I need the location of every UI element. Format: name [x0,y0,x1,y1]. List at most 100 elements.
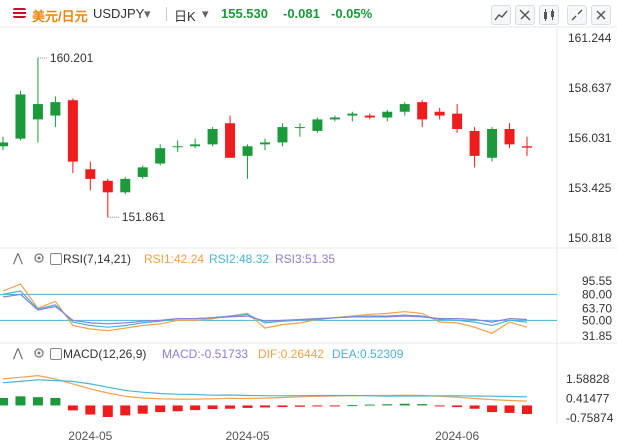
candle-body [155,148,166,164]
period-selector[interactable]: 日K [174,9,196,24]
macd-bar [504,405,515,413]
rsi-name: RSI(7,14,21) [63,252,132,266]
symbol-label: USDJPY [93,6,145,21]
macd-bar [487,405,498,413]
rsi1-value: RSI1:42.24 [144,252,205,266]
candle-body [434,111,445,116]
rsi-tick-label: 95.55 [582,274,612,288]
macd-tick-label: 0.41477 [566,392,610,406]
price-change: -0.081 [283,6,320,21]
rsi-toggle-checkbox[interactable] [50,253,62,265]
candle-body [15,94,26,139]
price-change-pct: -0.05% [331,6,373,21]
macd-bar [50,397,61,406]
current-price: 155.530 [221,6,268,21]
macd-bar [120,405,131,416]
collapse-rsi-icon[interactable]: ⋀ [13,251,23,265]
macd-bar [260,405,270,408]
candle-body [312,119,323,131]
bar-chart-button[interactable] [515,5,535,25]
macd-bar [137,405,148,414]
divider [166,7,167,21]
x-tick-label: 2024-06 [435,429,479,443]
chart-header: 美元/日元 USDJPY ▾ 日K ▾ 155.530 -0.081 -0.05… [0,0,617,27]
line-chart-button[interactable] [491,5,511,25]
macd-bar [364,404,375,406]
macd-bar [15,396,26,406]
rsi3-value: RSI3:51.35 [275,252,336,266]
macd-tick-label: 1.58828 [566,372,610,386]
collapse-icon [571,9,583,21]
macd-bar [32,397,43,406]
candlestick-button[interactable] [539,5,559,25]
low-annotation: 151.861 [122,210,166,224]
candle-body [329,117,340,120]
y-tick-label: 156.031 [568,131,612,145]
dropdown-icon[interactable]: ▾ [144,6,151,21]
period-dropdown-icon[interactable]: ▾ [202,6,209,21]
candle-body [260,142,270,145]
candle-body [399,104,410,112]
macd-bar [382,404,393,406]
rsi-tick-label: 50.00 [582,313,612,327]
candle-body [172,146,183,148]
rsi-line [2,293,528,325]
candle-body [347,113,358,116]
macd-bar [172,405,183,412]
macd-value: MACD:-0.51733 [162,347,249,361]
candle-body [190,144,201,147]
macd-bar [347,405,358,407]
us-flag-icon [13,8,26,18]
candle-body [522,146,532,148]
candle-body [50,102,61,116]
candle-body [137,167,148,177]
macd-bar [329,405,340,407]
candle-body [294,127,305,129]
macd-bar [434,405,445,407]
candle-body [85,169,96,179]
macd-bar [102,405,113,418]
line-chart-icon [494,10,508,21]
macd-toggle-checkbox[interactable] [50,348,62,360]
macd-legend: ⋀ MACD(12,26,9) MACD:-0.51733 DIF:0.2644… [0,346,617,363]
macd-bar [294,405,305,407]
close-icon [596,10,606,20]
candle-body [102,180,113,193]
rsi-tick-label: 31.85 [582,329,612,343]
y-tick-label: 158.637 [568,81,612,95]
macd-bar [522,405,532,415]
candle-body [417,102,428,120]
candle-body [277,127,288,143]
y-tick-label: 161.244 [568,31,612,45]
macd-bar [417,404,428,406]
macd-tick-label: -0.75874 [566,411,614,425]
macd-bar [452,405,463,408]
candle-body [67,100,78,162]
x-tick-label: 2024-05 [226,429,270,443]
candle-body [242,146,253,156]
settings-icon[interactable] [33,347,45,359]
macd-bar [85,405,96,415]
collapse-button[interactable] [567,5,587,25]
macd-bar [0,397,8,406]
macd-bar [242,405,253,408]
macd-line [2,379,528,398]
settings-icon[interactable] [33,252,45,264]
collapse-macd-icon[interactable]: ⋀ [13,346,23,360]
rsi-line [2,283,528,334]
candle-body [0,142,8,147]
macd-bar [155,405,166,413]
close-button[interactable] [591,5,611,25]
high-annotation: 160.201 [50,51,94,65]
candle-body [487,129,498,158]
pair-name[interactable]: 美元/日元 [32,9,88,24]
y-tick-label: 150.818 [568,231,612,245]
macd-bar [67,405,78,411]
candle-body [364,115,375,118]
candle-body [382,111,393,118]
macd-bar [207,405,218,410]
macd-bar [399,403,410,406]
candle-body [207,129,218,145]
macd-bar [312,405,323,407]
